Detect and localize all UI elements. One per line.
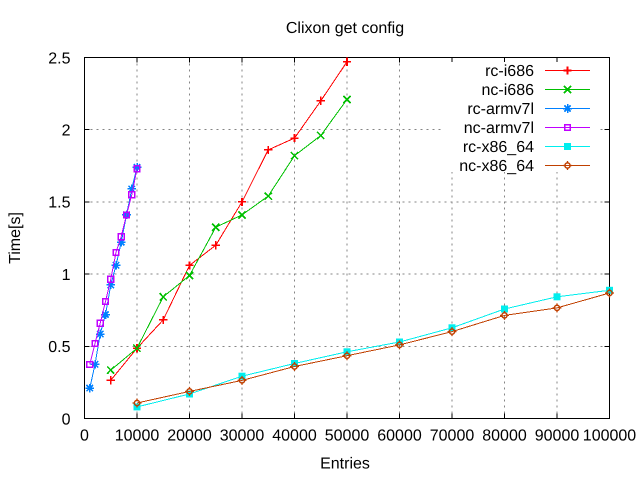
svg-text:0: 0 (80, 428, 89, 445)
svg-text:nc-armv7l: nc-armv7l (464, 120, 534, 137)
svg-text:rc-i686: rc-i686 (485, 63, 534, 80)
svg-text:Time[s]: Time[s] (7, 212, 24, 264)
svg-text:80000: 80000 (482, 428, 527, 445)
svg-text:1: 1 (62, 267, 71, 284)
svg-text:2.5: 2.5 (48, 50, 70, 67)
svg-text:2: 2 (62, 123, 71, 140)
svg-text:20000: 20000 (167, 428, 212, 445)
svg-text:0.5: 0.5 (48, 339, 70, 356)
svg-text:10000: 10000 (115, 428, 160, 445)
svg-text:0: 0 (62, 411, 71, 428)
svg-text:70000: 70000 (430, 428, 475, 445)
svg-text:1.5: 1.5 (48, 195, 70, 212)
svg-text:nc-i686: nc-i686 (482, 82, 535, 99)
svg-text:nc-x86_64: nc-x86_64 (459, 158, 534, 175)
svg-text:60000: 60000 (377, 428, 422, 445)
svg-text:90000: 90000 (535, 428, 580, 445)
svg-text:Clixon get config: Clixon get config (286, 20, 404, 37)
svg-text:40000: 40000 (272, 428, 317, 445)
svg-text:Entries: Entries (320, 456, 370, 473)
svg-text:30000: 30000 (220, 428, 265, 445)
svg-text:rc-armv7l: rc-armv7l (467, 101, 534, 118)
svg-text:100000: 100000 (583, 428, 636, 445)
svg-text:50000: 50000 (325, 428, 370, 445)
svg-text:rc-x86_64: rc-x86_64 (463, 139, 534, 156)
